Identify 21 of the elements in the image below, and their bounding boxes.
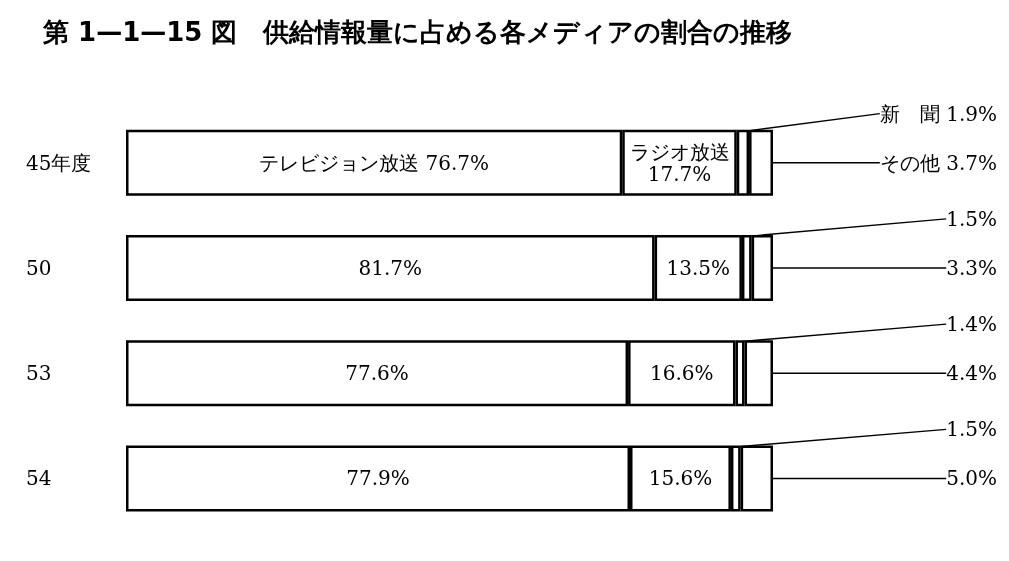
- data-label: 新 聞 1.9%: [879, 101, 997, 126]
- chart-title: 第 1—1—15 図 供給情報量に占める各メディアの割合の推移: [42, 17, 793, 47]
- data-label: 15.6%: [648, 466, 713, 491]
- data-label: 77.6%: [345, 361, 409, 386]
- data-label: テレビジョン放送 76.7%: [259, 150, 490, 175]
- data-label: 1.5%: [946, 206, 997, 231]
- data-label: その他 3.7%: [879, 150, 997, 175]
- y-tick-label: 53: [26, 361, 52, 386]
- y-tick-label: 45年度: [26, 150, 92, 175]
- data-label: 3.3%: [946, 255, 997, 280]
- data-label: ラジオ放送 17.7%: [629, 139, 730, 186]
- data-label: 1.4%: [946, 312, 997, 337]
- y-tick-label: 50: [26, 255, 52, 280]
- data-label: 13.5%: [666, 255, 731, 280]
- data-label: 4.4%: [946, 361, 997, 386]
- data-label: 5.0%: [946, 466, 997, 491]
- y-tick-label: 54: [26, 466, 52, 491]
- data-label: 1.5%: [946, 417, 997, 442]
- data-label: 81.7%: [358, 255, 423, 280]
- data-label: 77.9%: [346, 466, 410, 491]
- data-label: 16.6%: [650, 361, 714, 386]
